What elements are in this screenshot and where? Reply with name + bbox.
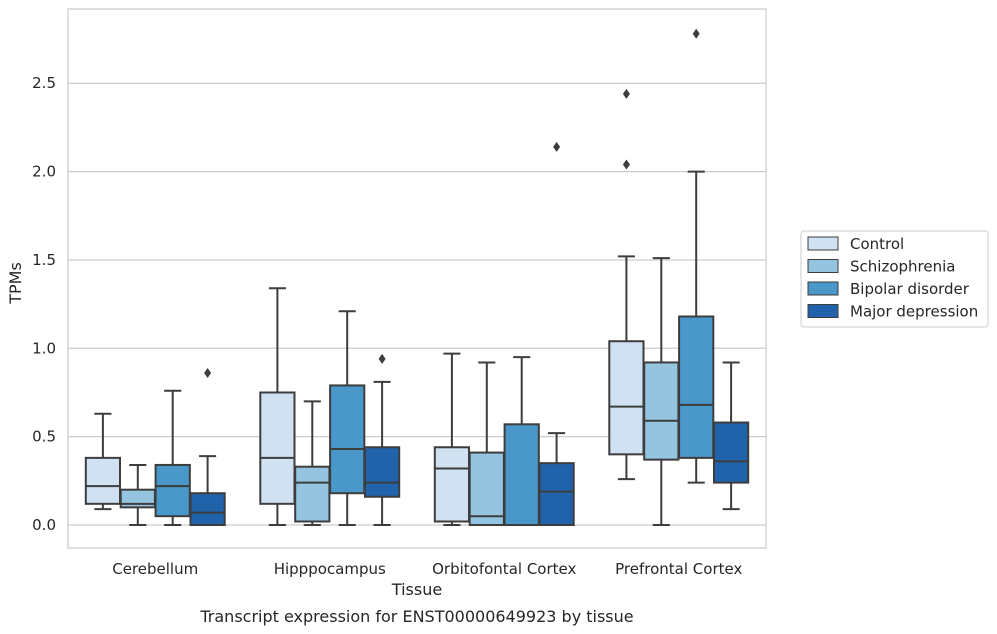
y-tick-label: 0.5: [32, 428, 56, 446]
legend-label: Major depression: [850, 303, 978, 321]
box-group: [84, 412, 122, 511]
box-group: [503, 356, 540, 527]
box-group: [433, 352, 471, 527]
x-tick-label: Hipppocampus: [274, 560, 386, 578]
x-tick-label: Prefrontal Cortex: [615, 560, 742, 578]
legend-frame: [800, 230, 989, 328]
legend-label: Schizophrenia: [850, 258, 955, 276]
outlier-marker: [622, 159, 630, 170]
box-group: [154, 389, 191, 527]
box-layer: [84, 28, 750, 527]
box: [363, 446, 401, 498]
outlier-marker: [622, 88, 630, 99]
y-tick-label: 0.0: [32, 516, 56, 534]
box: [468, 451, 505, 527]
box-group: [468, 361, 505, 527]
box: [259, 391, 296, 505]
legend-swatch: [807, 281, 839, 296]
box: [678, 315, 715, 459]
box-group: [259, 287, 296, 527]
outlier-marker: [378, 353, 386, 364]
outlier-marker: [204, 368, 212, 379]
box: [712, 421, 750, 484]
box-group: [712, 361, 750, 511]
x-tick-label: Cerebellum: [112, 560, 198, 578]
legend-label: Bipolar disorder: [850, 280, 970, 298]
box: [154, 463, 191, 518]
plot-frame: [67, 8, 767, 549]
legend-swatch: [807, 304, 839, 318]
box: [294, 465, 331, 523]
y-tick-label: 2.0: [32, 163, 56, 181]
box: [503, 423, 540, 527]
box: [608, 340, 645, 456]
box-group: [538, 141, 575, 527]
legend-swatch: [807, 236, 839, 251]
box-group: [608, 88, 645, 481]
box-group: [329, 310, 366, 527]
legend-label: Control: [850, 235, 904, 253]
figure-caption: Transcript expression for ENST0000064992…: [199, 607, 633, 626]
box: [329, 384, 366, 495]
box: [538, 462, 575, 527]
box-group: [189, 368, 226, 527]
y-axis-title: TPMs: [6, 262, 25, 305]
box-group: [643, 257, 680, 527]
box: [643, 361, 680, 461]
legend: Control Schizophrenia Bipolar disorder Majo…: [800, 230, 989, 328]
y-tick-label: 1.0: [32, 339, 56, 357]
box-group: [294, 400, 331, 527]
x-tick-label: Orbitofontal Cortex: [432, 560, 576, 578]
x-axis-title: Tissue: [391, 580, 442, 599]
box: [84, 456, 122, 505]
box: [433, 446, 471, 523]
legend-swatch: [807, 259, 839, 273]
box-group: [678, 28, 715, 484]
y-tick-label: 1.5: [32, 251, 56, 269]
x-tick-labels: Cerebellum Hipppocampus Orbitofontal Corte…: [112, 560, 742, 578]
y-tick-label: 2.5: [32, 74, 56, 92]
y-tick-labels: 0.0 0.5 1.0 1.5 2.0 2.5: [32, 74, 56, 534]
outlier-marker: [692, 28, 700, 39]
outlier-marker: [553, 141, 561, 152]
box-group: [119, 463, 156, 527]
grid-lines: [68, 82, 766, 526]
box-group: [363, 353, 401, 527]
box: [189, 492, 226, 527]
